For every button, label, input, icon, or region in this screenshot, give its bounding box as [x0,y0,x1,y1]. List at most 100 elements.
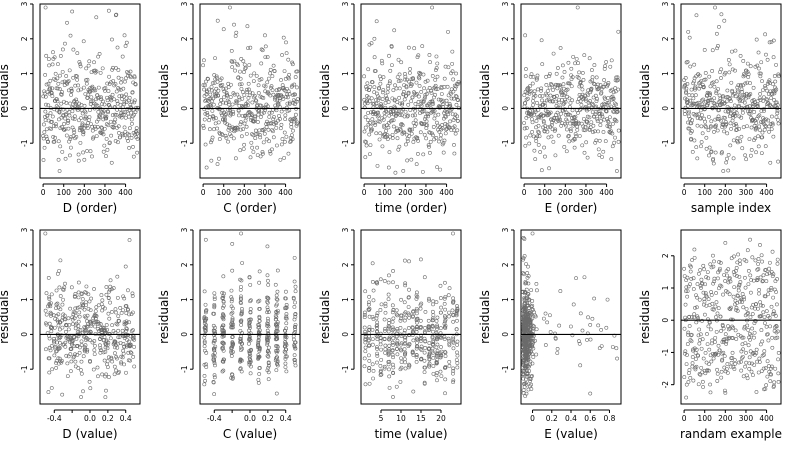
data-point [128,350,133,355]
data-point [84,284,89,289]
data-point [418,326,423,331]
data-point [210,135,215,140]
data-point [559,90,564,95]
data-point [204,98,209,103]
data-point [688,338,693,343]
x-tick-label: 0.8 [603,414,615,423]
data-point [439,336,444,340]
data-point [711,80,716,85]
data-point [82,329,87,334]
data-point [752,321,757,325]
data-point [718,261,723,265]
data-point [586,93,590,98]
data-point [413,101,418,106]
data-point [375,351,379,356]
data-point [403,350,408,355]
data-point [591,123,596,128]
data-point [723,70,728,75]
data-point [565,127,569,132]
data-point [456,81,461,86]
data-point [580,143,585,148]
data-point [587,115,592,120]
x-axis-title: C (value) [223,427,277,441]
data-point [760,88,765,93]
data-point [271,129,275,134]
data-point [47,295,51,300]
data-point [220,359,225,364]
data-point [756,306,760,311]
data-point [770,92,775,97]
data-point [731,325,736,330]
data-point [698,372,703,377]
data-point [712,352,717,356]
data-point [244,103,248,108]
data-point [274,368,279,373]
data-point [284,369,289,374]
data-point [712,84,717,89]
data-point [378,363,383,368]
data-point [697,271,701,276]
data-point [521,349,526,353]
data-point [293,99,298,104]
data-point [757,288,762,292]
data-point [400,102,404,107]
data-point [100,325,105,330]
data-point [766,338,771,343]
data-point [221,348,226,353]
data-point [74,344,79,349]
data-point [711,356,716,361]
data-point [57,117,61,122]
data-point [222,95,226,100]
data-point [438,355,443,360]
data-point [756,257,761,261]
data-point [723,279,728,283]
data-point [556,133,561,138]
data-point [407,70,412,75]
data-point [602,66,607,71]
data-point [64,74,69,78]
data-point [238,277,243,282]
data-point [529,382,534,387]
data-point [78,327,83,332]
data-point [565,119,570,124]
data-point [535,73,540,78]
data-point [390,352,395,357]
data-point [426,324,431,329]
data-point [733,122,738,126]
data-point [436,112,441,117]
data-point [84,81,89,86]
data-point [411,140,416,144]
y-tick-label: 3 [180,1,189,6]
data-point [773,336,778,341]
data-point [414,296,419,301]
data-point [439,353,444,358]
data-point [726,168,731,173]
data-point [100,66,105,71]
data-point [713,315,718,320]
data-point [741,125,746,130]
data-point [274,297,279,301]
data-point [58,335,63,340]
data-point [381,88,386,92]
data-point [607,100,611,105]
data-point [221,294,226,298]
data-point [703,312,707,317]
data-point [85,126,90,131]
data-point [740,89,744,94]
data-point [447,363,452,368]
data-point [615,109,620,114]
data-point [451,313,456,318]
data-point [205,76,210,81]
data-point [441,150,446,155]
data-point [728,97,732,101]
data-point [555,110,560,115]
data-point [776,159,781,164]
data-point [284,134,289,139]
data-point [702,107,707,112]
data-point [291,334,296,339]
data-point [54,359,59,363]
data-point [256,322,261,327]
data-point [725,290,730,295]
data-point [532,324,536,329]
data-point [92,352,97,357]
